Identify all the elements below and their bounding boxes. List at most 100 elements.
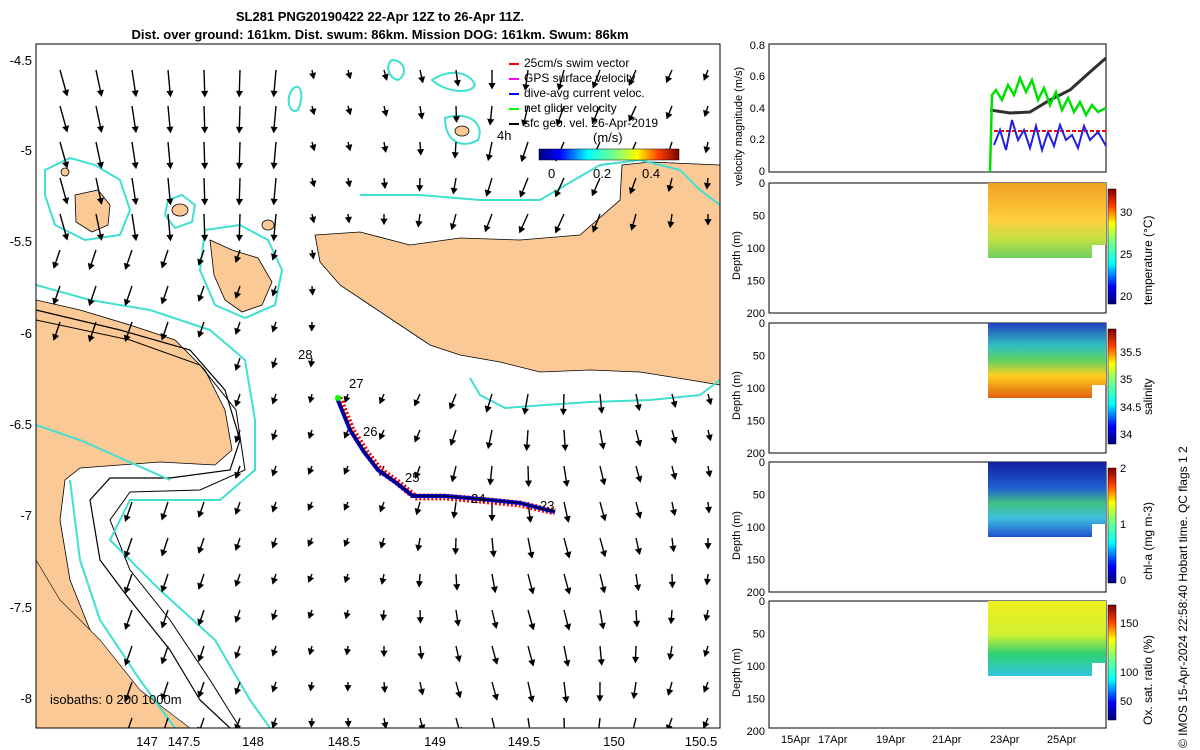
date-tick: 15Apr bbox=[781, 734, 811, 746]
lat-tick: -6 bbox=[20, 326, 32, 341]
current-arrowhead bbox=[418, 76, 426, 84]
current-arrowhead bbox=[309, 108, 317, 116]
current-arrowhead bbox=[201, 162, 209, 170]
current-arrowhead bbox=[703, 649, 710, 658]
current-arrowhead bbox=[307, 575, 315, 583]
current-arrowhead bbox=[563, 515, 571, 523]
sal-cbar-tick: 35 bbox=[1120, 374, 1132, 386]
current-arrowhead bbox=[704, 219, 712, 226]
current-arrowhead bbox=[381, 145, 389, 153]
current-arrowhead bbox=[559, 408, 567, 416]
current-arrowhead bbox=[307, 539, 314, 547]
current-arrowhead bbox=[308, 252, 317, 260]
velocity-ylabel: velocity magnitude (m/s) bbox=[733, 67, 745, 186]
current-arrowhead bbox=[96, 125, 104, 133]
current-arrowhead bbox=[62, 233, 70, 241]
current-arrowhead bbox=[235, 126, 244, 134]
current-arrowhead bbox=[123, 694, 131, 702]
current-arrowhead bbox=[591, 116, 598, 125]
lon-tick: 150.5 bbox=[685, 734, 718, 749]
current-arrowhead bbox=[448, 402, 456, 410]
colorbar-title: (m/s) bbox=[593, 130, 623, 145]
current-arrowhead bbox=[309, 144, 317, 152]
current-arrowhead bbox=[416, 185, 424, 192]
temperature-cbar-label: temperature (°C) bbox=[1141, 216, 1155, 306]
current-arrowhead bbox=[665, 75, 673, 84]
current-arrowhead bbox=[491, 693, 499, 701]
current-arrowhead bbox=[271, 685, 278, 693]
current-arrowhead bbox=[554, 189, 562, 198]
current-arrowhead bbox=[702, 721, 710, 728]
current-arrowhead bbox=[309, 180, 317, 188]
current-arrowhead bbox=[415, 580, 424, 588]
depth-ylabel: Depth (m) bbox=[731, 371, 743, 420]
current-arrowhead bbox=[668, 581, 676, 589]
current-arrowhead bbox=[599, 478, 607, 486]
current-arrowhead bbox=[415, 220, 423, 228]
depth-tick: 150 bbox=[747, 276, 765, 288]
current-arrowhead bbox=[307, 648, 315, 656]
current-arrowhead bbox=[343, 395, 351, 404]
temp-cbar-tick: 30 bbox=[1120, 207, 1132, 219]
current-arrowhead bbox=[197, 258, 205, 266]
current-arrowhead bbox=[234, 327, 242, 335]
land-umboi bbox=[209, 239, 273, 313]
current-arrowhead bbox=[271, 577, 278, 585]
depth-tick: 0 bbox=[759, 457, 765, 469]
current-arrowhead bbox=[271, 361, 278, 369]
current-arrowhead bbox=[201, 90, 209, 98]
current-arrowhead bbox=[307, 503, 314, 511]
current-arrowhead bbox=[379, 577, 387, 585]
glider-track bbox=[335, 395, 556, 516]
chla-panel: 2 1 0 chl-a (mg m-3) Depth (m) bbox=[731, 461, 1155, 593]
current-arrowhead bbox=[633, 620, 641, 628]
current-arrowhead bbox=[96, 161, 104, 169]
colorbar-tick-04: 0.4 bbox=[642, 166, 660, 181]
oxygen-panel: 150 100 50 Ox. sat. ratio (%) Depth (m) bbox=[731, 600, 1155, 729]
temp-cbar-tick: 20 bbox=[1120, 291, 1132, 303]
current-arrowhead bbox=[166, 162, 174, 170]
current-arrowhead bbox=[343, 612, 351, 620]
current-arrowhead bbox=[271, 325, 278, 333]
current-arrowhead bbox=[378, 432, 386, 441]
current-arrowhead bbox=[704, 506, 712, 514]
current-arrowhead bbox=[628, 78, 635, 86]
temperature-section bbox=[988, 183, 1106, 258]
current-arrowhead bbox=[345, 144, 353, 152]
current-arrowhead bbox=[160, 657, 168, 665]
map-axes: 147 147.5 148 148.5 149 149.5 150 150.5 … bbox=[10, 53, 718, 749]
current-arrowhead bbox=[555, 118, 563, 127]
legend-geo-velocity: sfc geo. vel. 26-Apr-2019 bbox=[524, 116, 658, 130]
current-arrowhead bbox=[485, 441, 493, 450]
current-arrowhead bbox=[450, 475, 458, 483]
current-arrowhead bbox=[705, 398, 713, 406]
velocity-series-black bbox=[989, 56, 1107, 115]
current-arrowhead bbox=[379, 541, 387, 549]
current-arrowhead bbox=[307, 611, 315, 620]
isobath-200m bbox=[36, 319, 246, 728]
current-arrowhead bbox=[271, 649, 278, 657]
current-arrowhead bbox=[487, 478, 495, 486]
glider-start-marker bbox=[335, 395, 341, 401]
current-arrowhead bbox=[234, 291, 242, 299]
current-arrowhead bbox=[234, 363, 242, 371]
current-arrowhead bbox=[307, 431, 315, 440]
current-arrowhead bbox=[702, 73, 710, 81]
current-arrowhead bbox=[309, 216, 317, 224]
current-arrowhead bbox=[234, 615, 242, 623]
depth-tick: 50 bbox=[753, 490, 765, 502]
lon-tick: 148.5 bbox=[328, 734, 361, 749]
current-arrowhead bbox=[667, 617, 676, 625]
day-label-24: 24 bbox=[471, 491, 485, 506]
current-arrowhead bbox=[96, 197, 104, 205]
current-arrowhead bbox=[343, 467, 350, 475]
day-label-25: 25 bbox=[405, 470, 419, 485]
depth-tick: 150 bbox=[747, 416, 765, 428]
land-southwest bbox=[36, 559, 191, 728]
temperature-colorbar bbox=[1107, 188, 1117, 305]
current-arrowhead bbox=[667, 653, 675, 661]
current-arrowhead bbox=[271, 289, 278, 297]
depth-tick: 150 bbox=[747, 694, 765, 706]
current-arrowhead bbox=[519, 190, 526, 198]
